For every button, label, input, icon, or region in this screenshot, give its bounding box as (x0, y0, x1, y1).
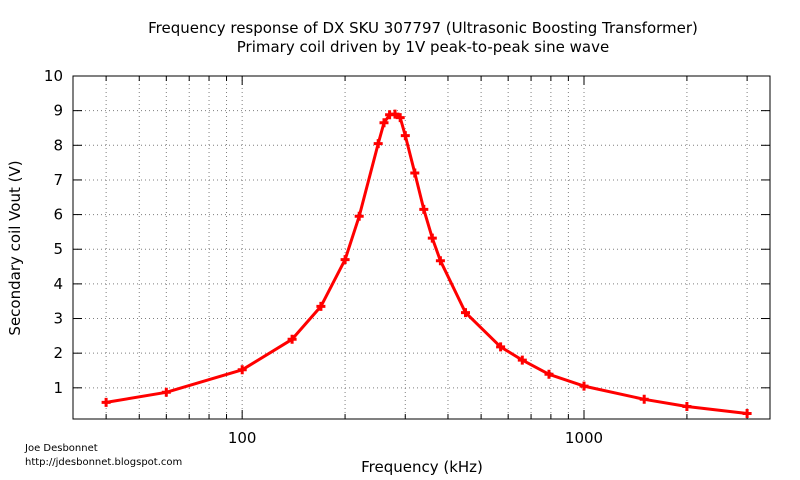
data-point (340, 255, 350, 265)
y-tick-label: 3 (53, 310, 63, 328)
y-tick-label: 6 (53, 206, 63, 224)
credit-author: Joe Desbonnet (24, 443, 98, 454)
data-point (287, 334, 297, 344)
grid-lines (73, 76, 770, 419)
y-tick-label: 9 (53, 102, 63, 120)
data-point (161, 387, 171, 397)
chart-title: Frequency response of DX SKU 307797 (Ult… (148, 19, 698, 37)
y-axis-label: Secondary coil Vout (V) (6, 160, 24, 335)
data-point (579, 381, 589, 391)
data-point (427, 233, 437, 243)
data-point (237, 365, 247, 375)
data-point (316, 301, 326, 311)
x-tick-label: 100 (228, 429, 257, 447)
data-point (435, 256, 445, 266)
y-tick-label: 7 (53, 171, 63, 189)
y-tick-label: 2 (53, 344, 63, 362)
data-point (379, 118, 389, 128)
credit-url: http://jdesbonnet.blogspot.com (25, 457, 182, 468)
y-tick-label: 8 (53, 136, 63, 154)
data-point (400, 131, 410, 141)
plot-frame (72, 75, 771, 420)
y-tick-labels: 1 2 3 4 5 6 7 8 9 10 (44, 67, 63, 397)
data-point (390, 109, 400, 119)
data-point (517, 355, 527, 365)
data-point (682, 402, 692, 411)
chart-subtitle: Primary coil driven by 1V peak-to-peak s… (237, 38, 609, 56)
data-point (461, 308, 470, 318)
x-axis-label: Frequency (kHz) (361, 458, 483, 476)
data-point (354, 211, 364, 221)
x-tick-label: 1000 (565, 429, 603, 447)
data-point (544, 369, 554, 379)
y-tick-label: 1 (53, 379, 63, 397)
series-frequency-response (101, 109, 752, 418)
y-tick-label: 10 (44, 67, 63, 85)
data-point (410, 168, 420, 178)
x-tick-labels: 100 1000 (228, 429, 603, 447)
data-point (101, 397, 111, 407)
data-point (395, 113, 405, 123)
y-tick-label: 5 (53, 240, 63, 258)
data-point (742, 409, 752, 418)
data-point (496, 342, 506, 352)
series-line (105, 112, 748, 415)
data-point (373, 139, 383, 149)
y-tick-label: 4 (53, 275, 63, 293)
axis-ticks (73, 75, 770, 419)
data-point (639, 394, 649, 404)
data-point (419, 204, 429, 214)
